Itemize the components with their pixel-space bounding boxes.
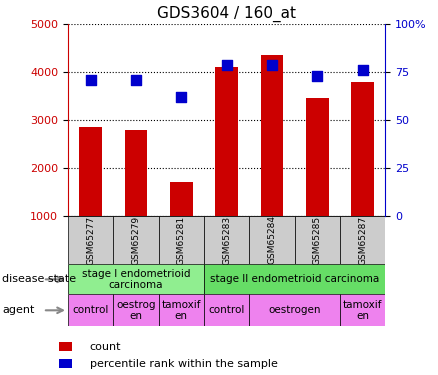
Point [87, 77, 94, 83]
Point [132, 77, 139, 83]
Bar [170, 182, 193, 216]
Bar [113, 294, 159, 326]
Text: oestrogen: oestrogen [268, 305, 321, 315]
Bar [204, 264, 385, 294]
Bar [249, 216, 295, 264]
Bar [113, 216, 159, 264]
Bar [79, 127, 102, 216]
Text: GSM65285: GSM65285 [313, 215, 322, 265]
Bar [68, 264, 204, 294]
Bar [340, 216, 385, 264]
Point [359, 67, 366, 73]
Bar [159, 216, 204, 264]
Text: percentile rank within the sample: percentile rank within the sample [90, 359, 278, 369]
Text: tamoxif
en: tamoxif en [343, 300, 382, 321]
Text: oestrog
en: oestrog en [116, 300, 155, 321]
Bar [351, 82, 374, 216]
Bar [204, 216, 249, 264]
Point [268, 62, 276, 68]
Text: GSM65281: GSM65281 [177, 215, 186, 265]
Text: stage I endometrioid
carcinoma: stage I endometrioid carcinoma [81, 268, 190, 290]
Text: GSM65283: GSM65283 [222, 215, 231, 265]
Bar [306, 99, 329, 216]
Bar [215, 68, 238, 216]
Point [314, 73, 321, 79]
Text: tamoxif
en: tamoxif en [162, 300, 201, 321]
Text: control: control [72, 305, 109, 315]
Bar [68, 216, 113, 264]
Text: control: control [208, 305, 245, 315]
Text: GSM65277: GSM65277 [86, 215, 95, 265]
Text: count: count [90, 342, 121, 352]
Bar [204, 294, 249, 326]
Text: GSM65279: GSM65279 [131, 215, 141, 265]
Bar [68, 294, 113, 326]
Point [223, 62, 230, 68]
Text: agent: agent [2, 305, 35, 315]
Text: GSM65287: GSM65287 [358, 215, 367, 265]
Point [178, 94, 185, 100]
Bar [249, 294, 340, 326]
Bar [124, 130, 147, 216]
Text: stage II endometrioid carcinoma: stage II endometrioid carcinoma [210, 274, 379, 284]
Text: disease state: disease state [2, 274, 76, 284]
Bar [261, 56, 283, 216]
Title: GDS3604 / 160_at: GDS3604 / 160_at [157, 5, 296, 22]
Bar [159, 294, 204, 326]
Text: GSM65284: GSM65284 [268, 216, 276, 264]
Bar [340, 294, 385, 326]
Bar [295, 216, 340, 264]
